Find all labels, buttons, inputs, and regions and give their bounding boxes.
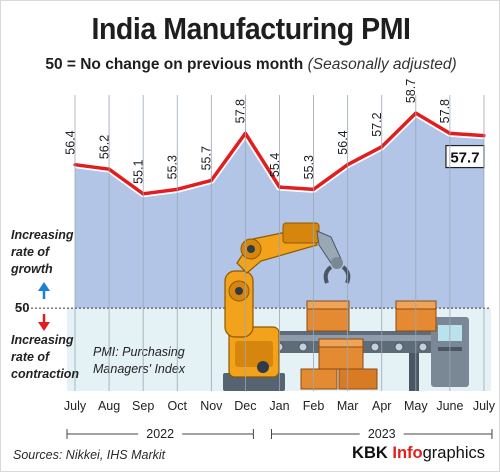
x-tick-label: Aug [98, 399, 120, 413]
value-label: 56.4 [336, 130, 350, 154]
value-label: 57.8 [438, 99, 452, 123]
value-label: 56.2 [97, 135, 111, 159]
value-label: 58.7 [404, 79, 418, 103]
subtitle-baseline-note: 50 = No change on previous month [45, 56, 304, 73]
sources-note: Sources: Nikkei, IHS Markit [13, 448, 166, 462]
growth-line-1: Increasing [11, 228, 74, 242]
value-label: 55.3 [302, 155, 316, 179]
value-label: 55.1 [131, 159, 145, 183]
x-tick-label: Nov [200, 399, 223, 413]
x-tick-label: Feb [303, 399, 325, 413]
contraction-line-2: rate of [11, 350, 51, 364]
contraction-annotation: Increasing rate of contraction [11, 333, 79, 381]
brand-info: Info [392, 444, 423, 462]
value-label: 55.3 [166, 155, 180, 179]
growth-annotation: Increasing rate of growth [10, 228, 77, 276]
pmi-note-line-2: Managers' Index [93, 362, 186, 376]
contraction-line-3: contraction [11, 367, 79, 381]
value-label: 55.7 [200, 146, 214, 170]
value-label: 56.4 [63, 130, 77, 154]
x-tick-label: Mar [337, 399, 359, 413]
brand-graphics: graphics [422, 444, 485, 462]
down-arrow-icon [38, 314, 50, 331]
x-tick-label: May [404, 399, 428, 413]
year-label: 2022 [146, 427, 174, 441]
x-tick-label: June [436, 399, 463, 413]
contraction-line-1: Increasing [11, 333, 74, 347]
value-label: 55.4 [268, 153, 282, 177]
value-label: 57.2 [370, 112, 384, 136]
pmi-note: PMI: Purchasing Managers' Index [93, 345, 188, 376]
x-tick-label: July [473, 399, 496, 413]
latest-value-callout: 57.7 [445, 144, 485, 169]
x-tick-label: Apr [372, 399, 391, 413]
year-bracket: 2023 [270, 427, 493, 441]
chart-subtitle: 50 = No change on previous month (Season… [1, 56, 500, 74]
year-label: 2023 [368, 427, 396, 441]
pmi-note-line-1: PMI: Purchasing [93, 345, 185, 359]
growth-line-3: growth [10, 262, 53, 276]
growth-line-2: rate of [11, 245, 51, 259]
x-tick-label: Jan [269, 399, 289, 413]
x-tick-label: Oct [168, 399, 188, 413]
value-label: 57.7 [450, 150, 479, 167]
subtitle-adjustment-note: (Seasonally adjusted) [307, 56, 457, 73]
year-bracket: 2022 [66, 427, 254, 441]
value-label: 57.8 [234, 99, 248, 123]
brand-logo: KBK Infographics [352, 444, 485, 463]
brand-kbk: KBK [352, 444, 388, 462]
x-tick-label: Dec [234, 399, 256, 413]
chart-title: India Manufacturing PMI [91, 11, 411, 46]
baseline-label: 50 [15, 300, 29, 315]
up-arrow-icon [38, 282, 50, 299]
x-tick-label: Sep [132, 399, 154, 413]
x-tick-label: July [64, 399, 87, 413]
